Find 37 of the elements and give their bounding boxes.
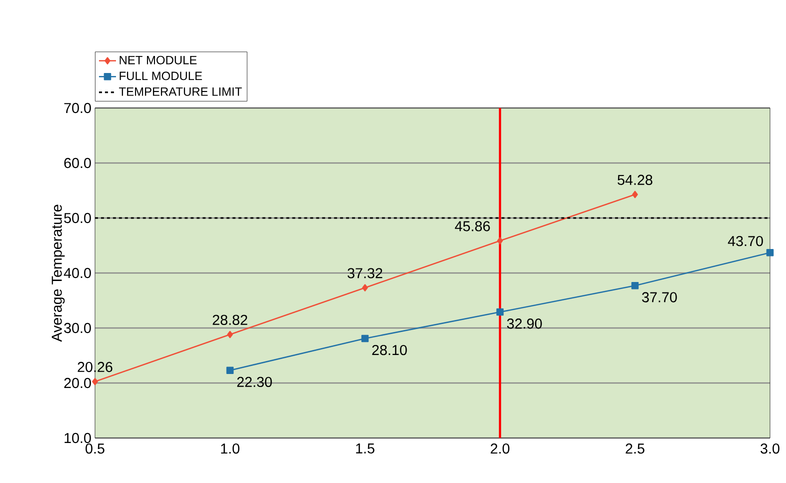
- x-tick-label: 0.5: [86, 444, 104, 454]
- y-tick-label: 10.0: [64, 432, 91, 444]
- y-tick-label: 30.0: [64, 322, 91, 334]
- data-label: 43.70: [728, 236, 763, 246]
- x-tick-label: 3.0: [760, 444, 780, 454]
- x-tick-label: 1.5: [356, 444, 374, 454]
- point: [631, 282, 639, 290]
- point: [632, 190, 638, 198]
- point: [362, 284, 368, 292]
- point: [226, 366, 234, 374]
- point: [361, 334, 369, 342]
- point: [497, 237, 503, 244]
- data-label: 28.10: [372, 344, 407, 356]
- data-label: 20.26: [78, 362, 112, 372]
- legend-label: FULL MODULE: [120, 72, 202, 80]
- point: [766, 249, 774, 256]
- y-tick-label: 20.0: [64, 378, 91, 388]
- y-tick-label: 70.0: [64, 102, 91, 114]
- y-tick-label: 60.0: [64, 158, 91, 168]
- point: [92, 378, 98, 386]
- data-label: 22.30: [237, 376, 272, 388]
- data-label: 45.86: [454, 221, 490, 232]
- point: [496, 308, 504, 316]
- data-label: 37.32: [348, 268, 382, 278]
- data-label: 37.70: [642, 292, 677, 302]
- legend-label: NET MODULE: [120, 56, 197, 64]
- y-tick-label: 50.0: [64, 212, 91, 224]
- x-tick-label: 1.0: [221, 444, 240, 454]
- y-axis-title: Average Temperature: [52, 204, 65, 342]
- data-label: 28.82: [212, 314, 248, 325]
- legend-label: TEMPERATURE LIMIT: [119, 88, 242, 96]
- data-label: 54.28: [618, 174, 652, 185]
- data-label: 32.90: [507, 318, 542, 329]
- x-tick-label: 2.0: [490, 444, 510, 454]
- point: [227, 330, 233, 338]
- y-tick-label: 40.0: [64, 268, 91, 278]
- x-tick-label: 2.5: [626, 444, 644, 454]
